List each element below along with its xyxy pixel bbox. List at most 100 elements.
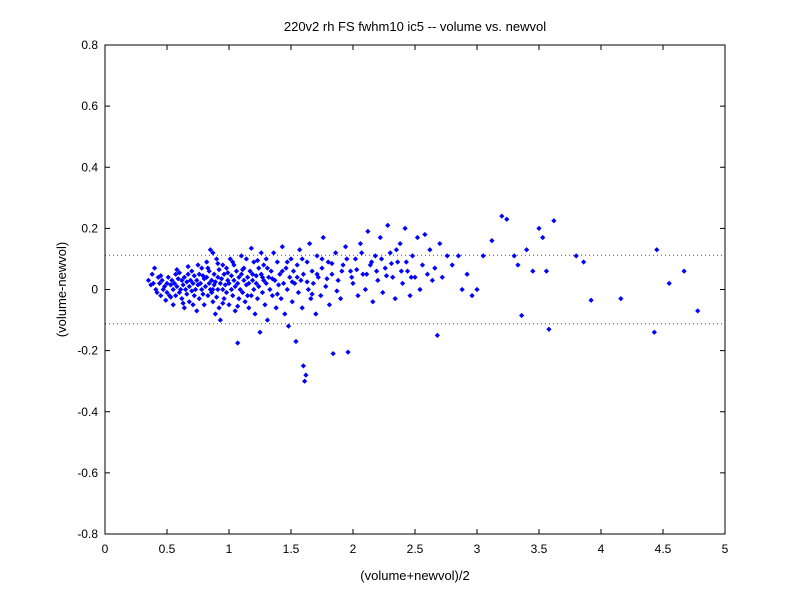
data-point [174,283,180,290]
data-point [273,305,279,311]
data-point [540,234,546,241]
data-point [437,241,443,247]
data-point [310,280,316,287]
data-point [581,259,587,265]
data-point [302,378,308,384]
data-point [217,280,223,287]
data-point [393,247,400,253]
data-point [429,277,435,283]
data-point [339,268,345,274]
data-point [546,326,552,332]
data-point [499,213,505,219]
data-point [335,277,341,283]
data-point [282,311,288,317]
data-point [230,259,236,265]
data-point [313,311,319,317]
data-point [523,247,530,253]
data-point [424,271,431,277]
data-point [654,247,660,253]
data-point [194,277,200,283]
y-tick-label: -0.8 [77,527,98,541]
x-axis-label: (volume+newvol)/2 [360,568,469,583]
data-point [253,280,259,287]
data-point [226,302,232,308]
x-tick-label: 4.5 [655,542,672,556]
data-point [150,280,156,287]
data-point [251,259,257,265]
data-point [171,280,178,287]
data-point [252,311,258,317]
data-point [209,277,215,283]
data-point [190,280,196,287]
data-point [308,296,314,302]
data-point [240,267,246,273]
data-point [309,291,315,297]
data-point [329,271,335,277]
data-point [164,289,170,296]
data-point [362,286,369,293]
data-point [357,241,364,247]
data-point [151,265,158,271]
data-point [259,274,266,280]
data-point [324,276,330,282]
data-point [178,286,184,293]
data-point [206,280,212,287]
data-point [238,271,245,277]
data-point [340,262,346,268]
data-point [278,296,284,302]
data-point [237,286,243,293]
data-point [149,271,155,277]
data-point [392,296,398,302]
data-point [330,351,336,357]
data-point [196,271,202,277]
data-point [377,234,383,241]
data-point [293,338,299,345]
data-point [318,292,324,299]
x-axis-ticks: 0 0.5 1 1.5 2 2.5 3 3.5 4 4.5 5 [102,45,729,556]
data-point [246,305,252,311]
data-point [551,218,557,224]
data-point [241,277,247,283]
data-point [398,268,404,274]
data-point [511,253,517,259]
data-point [300,271,307,277]
data-point [408,274,414,280]
data-point [232,308,238,314]
data-point [412,274,418,280]
data-point [230,292,236,299]
data-point [388,260,395,267]
data-point [213,294,220,300]
data-point [455,253,462,259]
data-point [185,271,191,277]
data-point [220,300,226,306]
x-tick-label: 1.5 [283,542,300,556]
data-point [228,273,235,279]
data-point [355,292,361,299]
data-point [200,291,206,297]
data-point [268,268,274,274]
x-tick-label: 0 [102,542,109,556]
data-point [170,286,176,293]
data-point [236,296,242,302]
data-point [349,274,355,280]
data-point [249,271,256,277]
data-point [397,241,403,247]
data-point [212,279,218,285]
data-point [284,259,290,265]
data-point [174,267,180,273]
x-tick-label: 1 [226,542,233,556]
data-point [205,292,211,299]
data-point [288,256,294,262]
data-point [289,279,295,285]
data-point [271,250,277,256]
data-point [165,274,171,280]
x-tick-label: 4 [598,542,605,556]
data-point [253,273,259,279]
data-point [345,349,351,355]
data-point [187,277,194,283]
data-point [225,270,231,276]
data-point [295,289,302,296]
data-point [195,262,201,268]
